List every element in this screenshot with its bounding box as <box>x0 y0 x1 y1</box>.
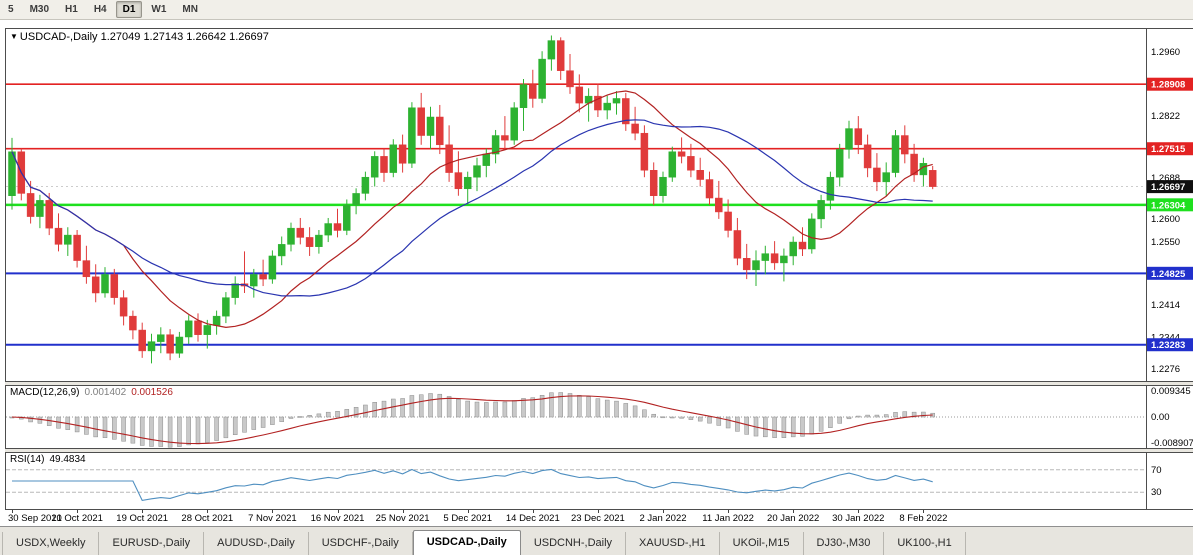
svg-text:1.2688: 1.2688 <box>1151 173 1180 184</box>
tab-eurusd-daily[interactable]: EURUSD-,Daily <box>99 532 205 555</box>
ma-slow-line <box>11 119 933 297</box>
tab-usdx-weekly[interactable]: USDX,Weekly <box>2 532 100 555</box>
date-tick <box>597 510 599 513</box>
svg-text:1.2822: 1.2822 <box>1151 111 1180 122</box>
svg-text:0.009345: 0.009345 <box>1151 386 1191 397</box>
date-tick <box>793 510 795 513</box>
date-label: 30 Sep 2021 <box>8 513 62 524</box>
quote-open: 1.27049 <box>100 31 141 43</box>
rsi-name: RSI(14) <box>10 454 45 465</box>
chart-window[interactable]: 1.2960 1.2822 1.2688 1.2600 1.2550 1.2414 1.23… <box>0 20 1193 526</box>
tab-audusd-daily[interactable]: AUDUSD-,Daily <box>204 532 309 555</box>
date-tick <box>663 510 664 513</box>
quote-low: 1.26642 <box>186 31 227 43</box>
chart-symbol-label: USDCAD-,Daily <box>19 31 98 43</box>
tab-xauusd-h1[interactable]: XAUUSD-,H1 <box>626 532 720 555</box>
svg-text:1.27515: 1.27515 <box>1151 144 1186 155</box>
svg-text:1.26697: 1.26697 <box>1151 182 1185 193</box>
timeframe-button-mn[interactable]: MN <box>182 4 198 15</box>
candles-group <box>8 35 937 364</box>
date-label: 25 Nov 2021 <box>375 513 430 524</box>
timeframe-toolbar: 5 M30 H1 H4 D1 W1 MN <box>0 0 1193 20</box>
date-label: 7 Nov 2021 <box>248 513 297 524</box>
date-tick <box>858 510 860 513</box>
svg-text:1.2344: 1.2344 <box>1151 332 1180 343</box>
date-tick <box>207 510 209 513</box>
date-label: 11 Jan 2022 <box>702 513 754 524</box>
timeframe-button-h4[interactable]: H4 <box>93 4 107 15</box>
svg-text:30: 30 <box>1151 487 1162 498</box>
date-tick <box>467 510 469 513</box>
svg-text:1.2600: 1.2600 <box>1151 214 1180 225</box>
timeframe-button-w1[interactable]: W1 <box>151 4 167 15</box>
macd-value-main: 0.001402 <box>84 387 127 398</box>
date-label: 8 Feb 2022 <box>899 513 948 524</box>
tab-dj30-m30[interactable]: DJ30-,M30 <box>804 532 885 555</box>
rsi-chart-svg[interactable]: 70 30 <box>6 453 1193 509</box>
date-label: 5 Dec 2021 <box>443 513 492 524</box>
date-tick <box>142 510 144 513</box>
svg-text:1.2550: 1.2550 <box>1151 237 1180 248</box>
tab-usdcad-daily[interactable]: USDCAD-,Daily <box>412 530 521 555</box>
svg-text:1.2960: 1.2960 <box>1151 47 1180 58</box>
rsi-line <box>12 468 933 502</box>
date-tick <box>272 510 274 513</box>
timeframe-button-5[interactable]: 5 <box>8 4 14 15</box>
date-tick <box>728 510 730 513</box>
svg-text:-0.008907: -0.008907 <box>1151 438 1193 448</box>
rsi-pane[interactable]: 70 30 RSI(14) 49.4834 <box>5 452 1193 510</box>
timeframe-button-h1[interactable]: H1 <box>65 4 78 15</box>
tab-usdcnh-daily[interactable]: USDCNH-,Daily <box>521 532 627 555</box>
timeframe-button-d1[interactable]: D1 <box>115 1 143 18</box>
macd-pane[interactable]: 0.009345 0.00 -0.008907 MACD(12,26,9) 0.001… <box>5 385 1193 449</box>
date-tick <box>337 510 339 513</box>
svg-text:1.2414: 1.2414 <box>1151 300 1180 311</box>
svg-text:1.2276: 1.2276 <box>1151 364 1180 375</box>
quote-close: 1.26697 <box>229 31 269 43</box>
rsi-label: RSI(14) 49.4834 <box>10 454 86 465</box>
macd-label: MACD(12,26,9) 0.001402 0.001526 <box>10 387 173 398</box>
price-chart-svg[interactable]: 1.2960 1.2822 1.2688 1.2600 1.2550 1.2414 1.23… <box>6 29 1193 381</box>
date-tick <box>77 510 79 513</box>
date-tick <box>12 510 13 513</box>
rsi-value: 49.4834 <box>49 454 86 465</box>
pane-splitter[interactable] <box>5 382 1193 385</box>
macd-value-signal: 0.001526 <box>131 387 173 398</box>
svg-text:70: 70 <box>1151 465 1162 476</box>
date-label: 23 Dec 2021 <box>570 513 625 524</box>
quote-high: 1.27143 <box>143 31 184 43</box>
chart-title: ▼ USDCAD-,Daily 1.27049 1.27143 1.26642 1… <box>10 31 269 43</box>
svg-text:1.28908: 1.28908 <box>1151 80 1185 91</box>
svg-text:0.00: 0.00 <box>1151 412 1170 423</box>
date-label: 20 Jan 2022 <box>767 513 820 524</box>
date-tick <box>532 510 534 513</box>
macd-name: MACD(12,26,9) <box>10 387 80 398</box>
date-label: 14 Dec 2021 <box>505 513 560 524</box>
macd-chart-svg[interactable]: 0.009345 0.00 -0.008907 <box>6 386 1193 448</box>
date-label: 28 Oct 2021 <box>181 513 234 524</box>
tab-ukoil-m15[interactable]: UKOil-,M15 <box>720 532 804 555</box>
date-label: 19 Oct 2021 <box>116 513 169 524</box>
date-tick <box>402 510 404 513</box>
pane-splitter[interactable] <box>5 449 1193 452</box>
svg-text:1.23283: 1.23283 <box>1151 340 1185 351</box>
svg-text:1.26304: 1.26304 <box>1151 200 1186 211</box>
date-axis[interactable]: 30 Sep 2021 10 Oct 2021 19 Oct 2021 28 Oct … <box>6 510 1193 526</box>
date-label: 16 Nov 2021 <box>310 513 365 524</box>
timeframe-button-m30[interactable]: M30 <box>29 4 50 15</box>
date-tick <box>923 510 925 513</box>
chart-tabs-bar: USDX,Weekly EURUSD-,Daily AUDUSD-,Daily USD… <box>0 526 1193 555</box>
symbol-dropdown-arrow-icon[interactable]: ▼ <box>10 32 18 41</box>
macd-signal-line <box>11 395 933 445</box>
date-label: 10 Oct 2021 <box>51 513 103 524</box>
date-label: 2 Jan 2022 <box>639 513 687 524</box>
price-pane[interactable]: 1.2960 1.2822 1.2688 1.2600 1.2550 1.2414 1.23… <box>5 28 1193 382</box>
ma-fast-line <box>11 90 933 329</box>
tab-uk100-h1[interactable]: UK100-,H1 <box>884 532 966 555</box>
svg-text:1.24825: 1.24825 <box>1151 269 1186 280</box>
date-label: 30 Jan 2022 <box>832 513 885 524</box>
tab-usdchf-daily[interactable]: USDCHF-,Daily <box>309 532 413 555</box>
